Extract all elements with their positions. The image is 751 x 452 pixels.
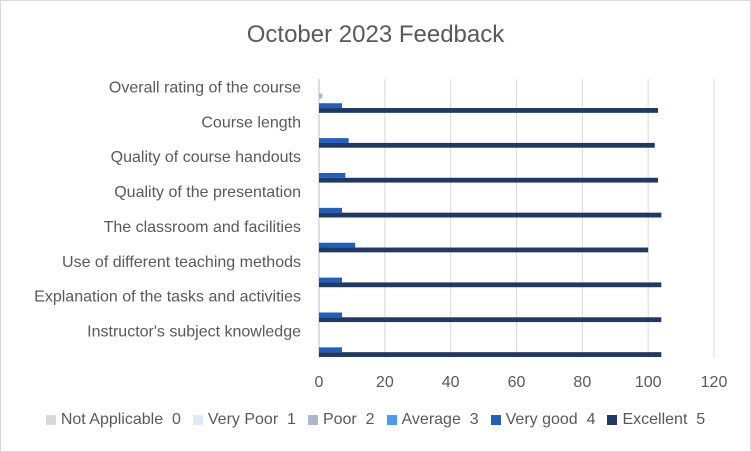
- legend: Not Applicable 0 Very Poor 1 Poor 2 Average…: [1, 411, 750, 429]
- bar: [319, 93, 323, 99]
- category-label: Use of different teaching methods: [62, 254, 301, 271]
- legend-item: Very Poor 1: [192, 411, 296, 429]
- legend-swatch: [45, 415, 56, 425]
- legend-item: Poor 2: [307, 411, 375, 429]
- legend-swatch: [386, 415, 397, 425]
- bar: [319, 247, 649, 253]
- category-label: The classroom and facilities: [104, 219, 301, 236]
- x-tick-label: 100: [635, 374, 662, 391]
- legend-item: Excellent 5: [607, 411, 705, 429]
- category-label: Overall rating of the course: [109, 79, 301, 96]
- x-tick-label: 0: [315, 374, 324, 391]
- legend-label: Poor 2: [322, 411, 375, 428]
- bar: [319, 242, 356, 248]
- bar: [319, 177, 659, 183]
- legend-item: Very good 4: [490, 411, 596, 429]
- legend-label: Very Poor 1: [207, 411, 296, 428]
- legend-label: Not Applicable 0: [60, 411, 181, 428]
- bar: [319, 317, 662, 323]
- bar: [319, 103, 343, 109]
- x-tick-label: 80: [573, 374, 591, 391]
- legend-item: Average 3: [386, 411, 479, 429]
- category-label: Explanation of the tasks and activities: [34, 289, 301, 306]
- chart-title: October 2023 Feedback: [246, 21, 505, 48]
- bar: [319, 277, 343, 283]
- bar: [319, 282, 662, 288]
- x-tick-label: 40: [442, 374, 460, 391]
- bar: [319, 138, 349, 143]
- legend-swatch: [490, 415, 501, 425]
- category-label: Quality of course handouts: [111, 149, 301, 166]
- bar: [319, 172, 346, 178]
- bar: [319, 347, 343, 353]
- bar: [319, 207, 343, 213]
- x-tick-label: 20: [376, 374, 394, 391]
- legend-swatch: [307, 415, 318, 425]
- bar: [319, 142, 655, 148]
- bar: [319, 108, 659, 113]
- legend-item: Not Applicable 0: [45, 411, 181, 429]
- category-label: Course length: [201, 114, 301, 131]
- category-label: Quality of the presentation: [114, 184, 301, 201]
- legend-label: Average 3: [401, 411, 479, 428]
- x-tick-label: 60: [508, 374, 526, 391]
- category-label: Instructor's subject knowledge: [87, 324, 301, 341]
- legend-swatch: [607, 415, 618, 425]
- x-tick-label: 120: [701, 374, 728, 391]
- legend-label: Very good 4: [505, 411, 596, 428]
- legend-label: Excellent 5: [622, 411, 706, 428]
- legend-swatch: [192, 415, 203, 425]
- bar: [319, 352, 662, 357]
- bar: [319, 212, 662, 218]
- bar: [319, 312, 343, 318]
